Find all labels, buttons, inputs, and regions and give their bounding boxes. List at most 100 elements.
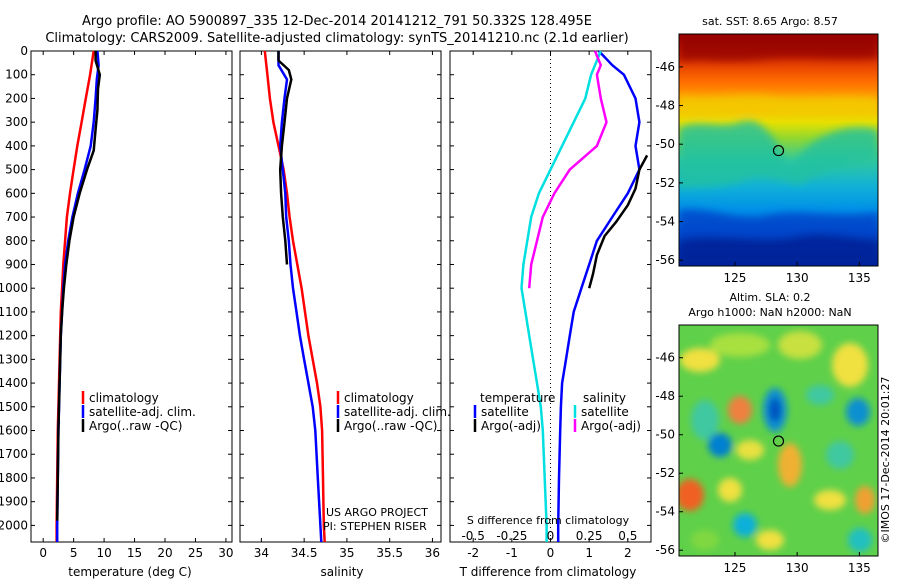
sla-heatmap xyxy=(679,325,878,556)
lat-tick-label: -56 xyxy=(655,543,675,557)
legend-label-t-argo: Argo(-adj) xyxy=(481,419,541,433)
y-tick-label: 800 xyxy=(5,234,28,248)
s-tick-label: -0.25 xyxy=(496,529,527,543)
series-line-argo-raw-qc xyxy=(55,51,102,521)
sst-map-panel: sat. SST: 8.65 Argo: 8.57 -46 -48 -50 -52 -5… xyxy=(655,15,879,285)
y-tick-label: 2000 xyxy=(0,518,28,532)
t-difference-axis-label: T difference from climatology xyxy=(459,565,637,579)
sst-argo-location-marker xyxy=(772,144,785,157)
x-tick-label: 15 xyxy=(127,546,142,560)
x-tick-label: -2 xyxy=(467,546,479,560)
lon-tick-label: 130 xyxy=(786,561,809,575)
x-tick-label: 36 xyxy=(425,546,440,560)
lat-tick-label: -54 xyxy=(655,505,675,519)
s-difference-axis-label: S difference from climatology xyxy=(467,514,630,527)
sla-map-subtitle: Argo h1000: NaN h2000: NaN xyxy=(688,306,851,319)
y-tick-label: 1700 xyxy=(0,447,28,461)
lat-tick-label: -50 xyxy=(655,428,675,442)
legend-label-climatology: climatology xyxy=(89,391,159,405)
legend-label-s-satellite: satellite xyxy=(581,405,629,419)
figure-title: Argo profile: AO 5900897_335 12-Dec-2014… xyxy=(82,14,592,29)
lon-tick-label: 125 xyxy=(724,561,747,575)
difference-legend: temperature satellite Argo(-adj) salinit… xyxy=(473,391,641,433)
salinity-x-axis-label: salinity xyxy=(320,565,363,579)
sla-map-title: Altim. SLA: 0.2 xyxy=(729,291,810,304)
series-line-salinity-satellite xyxy=(520,50,602,542)
sst-map-frame xyxy=(678,33,879,267)
legend-label-satellite-adj: satellite-adj. clim. xyxy=(89,405,196,419)
legend-label-t-satellite: satellite xyxy=(481,405,529,419)
s-tick-label: -0.5 xyxy=(461,529,484,543)
series-line-salinity-argo-adj xyxy=(527,50,608,289)
lat-tick-label: -46 xyxy=(655,60,675,74)
lat-tick-label: -48 xyxy=(655,99,675,113)
legend-label-argo: Argo(..raw -QC) xyxy=(344,419,437,433)
lon-tick-label: 130 xyxy=(786,271,809,285)
y-tick-label: 500 xyxy=(5,163,28,177)
x-tick-label: 35 xyxy=(339,546,354,560)
sla-argo-location-marker xyxy=(772,435,785,447)
s-tick-label: 0 xyxy=(547,529,555,543)
x-tick-label: 2 xyxy=(624,546,632,560)
x-tick-label: 34.5 xyxy=(291,546,318,560)
sst-heatmap xyxy=(679,34,878,266)
temperature-x-axis-label: temperature (deg C) xyxy=(68,565,191,579)
temperature-profile-panel: 0100200300400500600700800900100011001200… xyxy=(0,44,234,579)
series-line-climatology xyxy=(263,50,326,543)
legend-label-argo: Argo(..raw -QC) xyxy=(89,419,182,433)
legend-heading-salinity: salinity xyxy=(583,391,626,405)
salinity-profile-panel: 34 34.5 35 35.5 36 salinity climatology sate… xyxy=(239,50,451,579)
y-tick-label: 1000 xyxy=(0,281,28,295)
lat-tick-label: -54 xyxy=(655,215,675,229)
x-tick-label: 35.5 xyxy=(376,546,403,560)
y-tick-label: 1100 xyxy=(0,305,28,319)
s-tick-label: 0.5 xyxy=(618,529,637,543)
y-tick-label: 1200 xyxy=(0,329,28,343)
y-tick-label: 1900 xyxy=(0,495,28,509)
legend-label-s-argo: Argo(-adj) xyxy=(581,419,641,433)
lat-tick-label: -52 xyxy=(655,176,675,190)
x-tick-label: -1 xyxy=(506,546,518,560)
temperature-legend: climatology satellite-adj. clim. Argo(..… xyxy=(81,391,196,433)
legend-label-satellite-adj: satellite-adj. clim. xyxy=(344,405,451,419)
s-tick-label: 0.25 xyxy=(576,529,603,543)
x-tick-label: 0 xyxy=(39,546,47,560)
salinity-legend: climatology satellite-adj. clim. Argo(..… xyxy=(336,391,451,433)
y-tick-label: 300 xyxy=(5,115,28,129)
difference-plot-frame xyxy=(449,50,652,543)
y-tick-label: 200 xyxy=(5,91,28,105)
legend-heading-temperature: temperature xyxy=(480,391,555,405)
y-tick-label: 0 xyxy=(20,44,28,58)
figure-subtitle: Climatology: CARS2009. Satellite-adjuste… xyxy=(45,31,628,46)
x-tick-label: 10 xyxy=(96,546,111,560)
y-tick-label: 1600 xyxy=(0,424,28,438)
y-tick-label: 700 xyxy=(5,210,28,224)
x-tick-label: 5 xyxy=(70,546,78,560)
y-tick-label: 1500 xyxy=(0,400,28,414)
sst-map-title: sat. SST: 8.65 Argo: 8.57 xyxy=(702,15,838,28)
lon-tick-label: 135 xyxy=(848,271,871,285)
sla-map-frame xyxy=(678,324,879,557)
difference-profile-panel: -2 -1 0 1 2 S difference from climatology -0… xyxy=(449,50,652,579)
lon-tick-label: 125 xyxy=(724,271,747,285)
salinity-plot-frame xyxy=(239,50,442,543)
y-tick-label: 1400 xyxy=(0,376,28,390)
lon-tick-label: 135 xyxy=(848,561,871,575)
x-tick-label: 20 xyxy=(157,546,172,560)
y-tick-label: 1800 xyxy=(0,471,28,485)
series-line-satellite-adj-clim xyxy=(277,51,323,543)
series-line-temperature-satellite xyxy=(556,50,641,542)
lat-tick-label: -48 xyxy=(655,389,675,403)
sla-map-panel: Altim. SLA: 0.2 Argo h1000: NaN h2000: N… xyxy=(655,291,879,575)
x-tick-label: 1 xyxy=(585,546,593,560)
y-tick-label: 900 xyxy=(5,257,28,271)
imos-credit: ©IMOS 17-Dec-2014 20:01:27 xyxy=(879,377,892,544)
series-line-temperature-argo-adj xyxy=(587,154,649,289)
series-line-argo-raw-qc xyxy=(277,51,293,265)
credit-project: US ARGO PROJECT xyxy=(326,506,428,519)
x-tick-label: 30 xyxy=(218,546,233,560)
x-tick-label: 0 xyxy=(547,546,555,560)
lat-tick-label: -46 xyxy=(655,351,675,365)
y-tick-label: 400 xyxy=(5,139,28,153)
